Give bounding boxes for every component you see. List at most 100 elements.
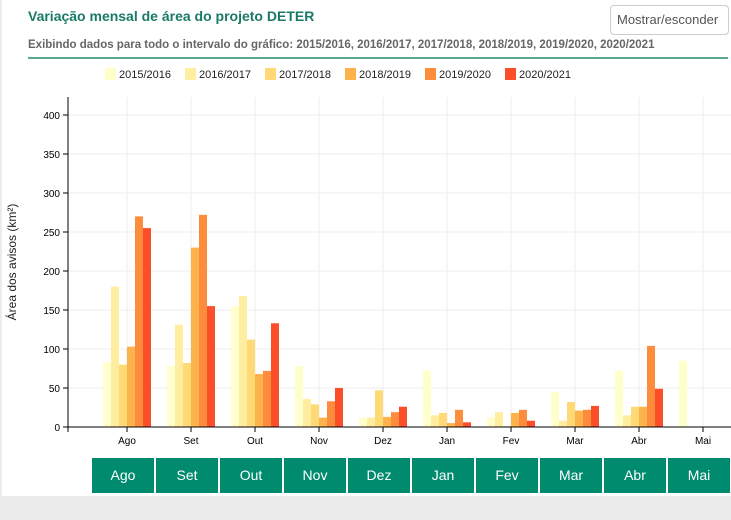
bar-2016-2017-Jan [431, 415, 439, 427]
bar-2016-2017-Set [175, 324, 183, 427]
bar-2017-2018-Nov [311, 404, 319, 427]
month-button-mai[interactable]: Mai [668, 458, 730, 493]
bar-2015-2016-Abr [615, 370, 623, 427]
bar-2015-2016-Jan [423, 370, 431, 427]
legend-swatch [425, 68, 436, 80]
bar-2016-2017-Fev [495, 412, 503, 427]
month-button-dez[interactable]: Dez [348, 458, 410, 493]
legend-label: 2016/2017 [199, 69, 251, 81]
bar-2015-2016-Nov [295, 366, 303, 427]
y-tick-label: 400 [43, 111, 60, 122]
y-tick-label: 50 [49, 384, 61, 395]
legend-label: 2020/2021 [519, 69, 571, 81]
x-tick-label: Abr [631, 436, 647, 447]
x-tick-label: Jan [439, 436, 455, 447]
x-tick-label: Fev [503, 436, 520, 447]
bar-2019-2020-Nov [327, 401, 335, 427]
bar-2015-2016-Ago [103, 362, 111, 427]
x-tick-label: Out [247, 436, 263, 447]
month-button-abr[interactable]: Abr [604, 458, 666, 493]
y-tick-label: 100 [43, 345, 60, 356]
bar-2015-2016-Out [231, 306, 239, 427]
bar-2016-2017-Abr [623, 415, 631, 427]
bar-2020-2021-Abr [655, 388, 663, 427]
y-tick-label: 350 [43, 150, 60, 161]
bar-2020-2021-Dez [399, 406, 407, 427]
bar-2017-2018-Jan [439, 412, 447, 427]
bar-2017-2018-Ago [119, 364, 127, 427]
month-button-set[interactable]: Set [156, 458, 218, 493]
bar-2015-2016-Mar [551, 391, 559, 427]
bar-2017-2018-Dez [375, 390, 383, 427]
bar-2016-2017-Mar [559, 420, 567, 427]
month-button-mar[interactable]: Mar [540, 458, 602, 493]
bar-2018-2019-Dez [383, 416, 391, 427]
bar-2020-2021-Nov [335, 388, 343, 427]
bar-2016-2017-Out [239, 295, 247, 427]
bar-2018-2019-Fev [511, 412, 519, 427]
x-tick-label: Mai [695, 436, 711, 447]
bar-2018-2019-Nov [319, 417, 327, 427]
bar-2019-2020-Jan [455, 409, 463, 427]
y-tick-label: 200 [43, 267, 60, 278]
bar-2020-2021-Jan [463, 422, 471, 427]
legend-label: 2015/2016 [119, 69, 171, 81]
bar-2019-2020-Fev [519, 409, 527, 427]
show-hide-dropdown[interactable]: Mostrar/esconder [610, 5, 729, 35]
legend-label: 2017/2018 [279, 69, 331, 81]
bar-2015-2016-Set [167, 366, 175, 427]
bar-2020-2021-Out [271, 323, 279, 427]
x-tick-label: Mar [566, 436, 584, 447]
bar-2019-2020-Out [263, 370, 271, 427]
month-button-fev[interactable]: Fev [476, 458, 538, 493]
x-tick-label: Ago [118, 436, 136, 447]
bar-2019-2020-Dez [391, 412, 399, 427]
chart-title: Variação mensal de área do projeto DETER [28, 8, 315, 24]
bar-2020-2021-Fev [527, 420, 535, 427]
legend-label: 2018/2019 [359, 69, 411, 81]
month-button-ago[interactable]: Ago [92, 458, 154, 493]
month-button-nov[interactable]: Nov [284, 458, 346, 493]
bar-2017-2018-Out [247, 339, 255, 427]
chart-subtitle: Exibindo dados para todo o intervalo do … [28, 39, 728, 59]
bar-2016-2017-Nov [303, 398, 311, 427]
bar-2018-2019-Set [191, 247, 199, 427]
y-tick-label: 150 [43, 306, 60, 317]
bar-2015-2016-Dez [359, 417, 367, 427]
bar-2016-2017-Dez [367, 417, 375, 427]
bar-2018-2019-Abr [639, 406, 647, 427]
month-button-jan[interactable]: Jan [412, 458, 474, 493]
bar-2019-2020-Ago [135, 216, 143, 427]
bar-2017-2018-Abr [631, 406, 639, 427]
bar-2015-2016-Fev [487, 417, 495, 427]
bar-2018-2019-Mar [575, 410, 583, 427]
bar-2016-2017-Ago [111, 286, 119, 427]
legend-swatch [185, 68, 196, 80]
legend-swatch [345, 68, 356, 80]
bar-2019-2020-Abr [647, 345, 655, 427]
legend-swatch [505, 68, 516, 80]
bar-2020-2021-Ago [143, 228, 151, 427]
bar-2020-2021-Mar [591, 405, 599, 427]
bar-2017-2018-Mar [567, 402, 575, 427]
x-tick-label: Set [183, 436, 198, 447]
bar-2018-2019-Ago [127, 346, 135, 427]
bar-2017-2018-Set [183, 363, 191, 427]
y-tick-label: 250 [43, 228, 60, 239]
bar-chart: 0 50 100 150 200 250 300 350 400 Ago Set Out Nov Dez J… [4, 68, 731, 447]
y-tick-label: 0 [54, 423, 60, 434]
bar-2020-2021-Set [207, 306, 215, 427]
legend-swatch [105, 68, 116, 80]
x-tick-label: Nov [310, 436, 328, 447]
legend-label: 2019/2020 [439, 69, 491, 81]
bar-2019-2020-Mar [583, 409, 591, 427]
y-tick-label: 300 [43, 189, 60, 200]
y-axis-label: Área dos avisos (km²) [4, 204, 19, 321]
x-tick-label: Dez [374, 436, 392, 447]
bar-2019-2020-Set [199, 214, 207, 427]
legend-swatch [265, 68, 276, 80]
month-button-out[interactable]: Out [220, 458, 282, 493]
bar-2018-2019-Out [255, 373, 263, 427]
bar-2018-2019-Jan [447, 423, 455, 427]
bar-2015-2016-Mai [679, 360, 687, 427]
